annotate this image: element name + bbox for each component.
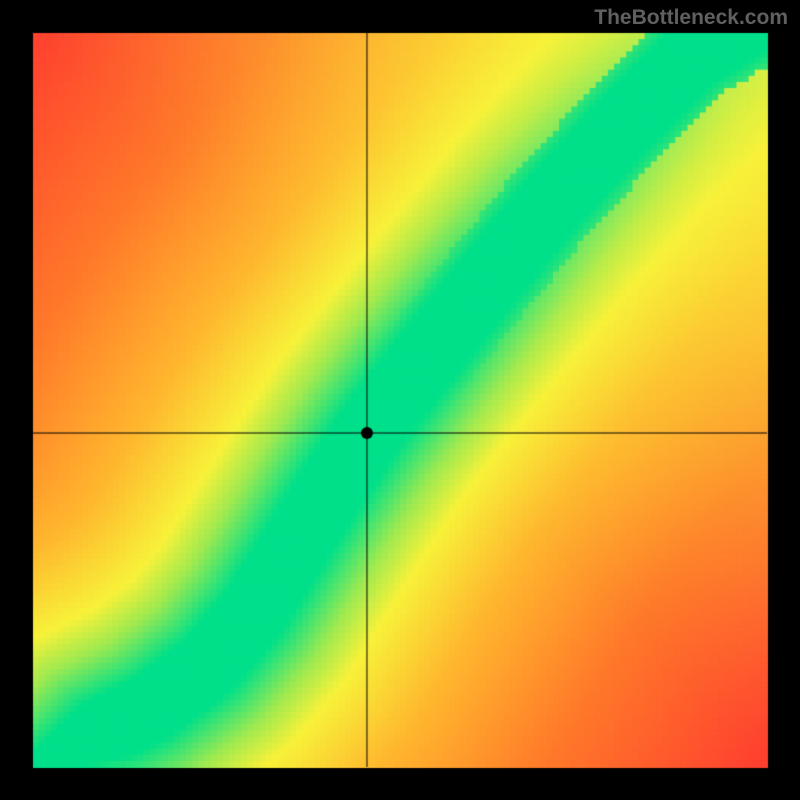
bottleneck-heatmap [0, 0, 800, 800]
chart-container: TheBottleneck.com [0, 0, 800, 800]
watermark-text: TheBottleneck.com [594, 6, 788, 30]
